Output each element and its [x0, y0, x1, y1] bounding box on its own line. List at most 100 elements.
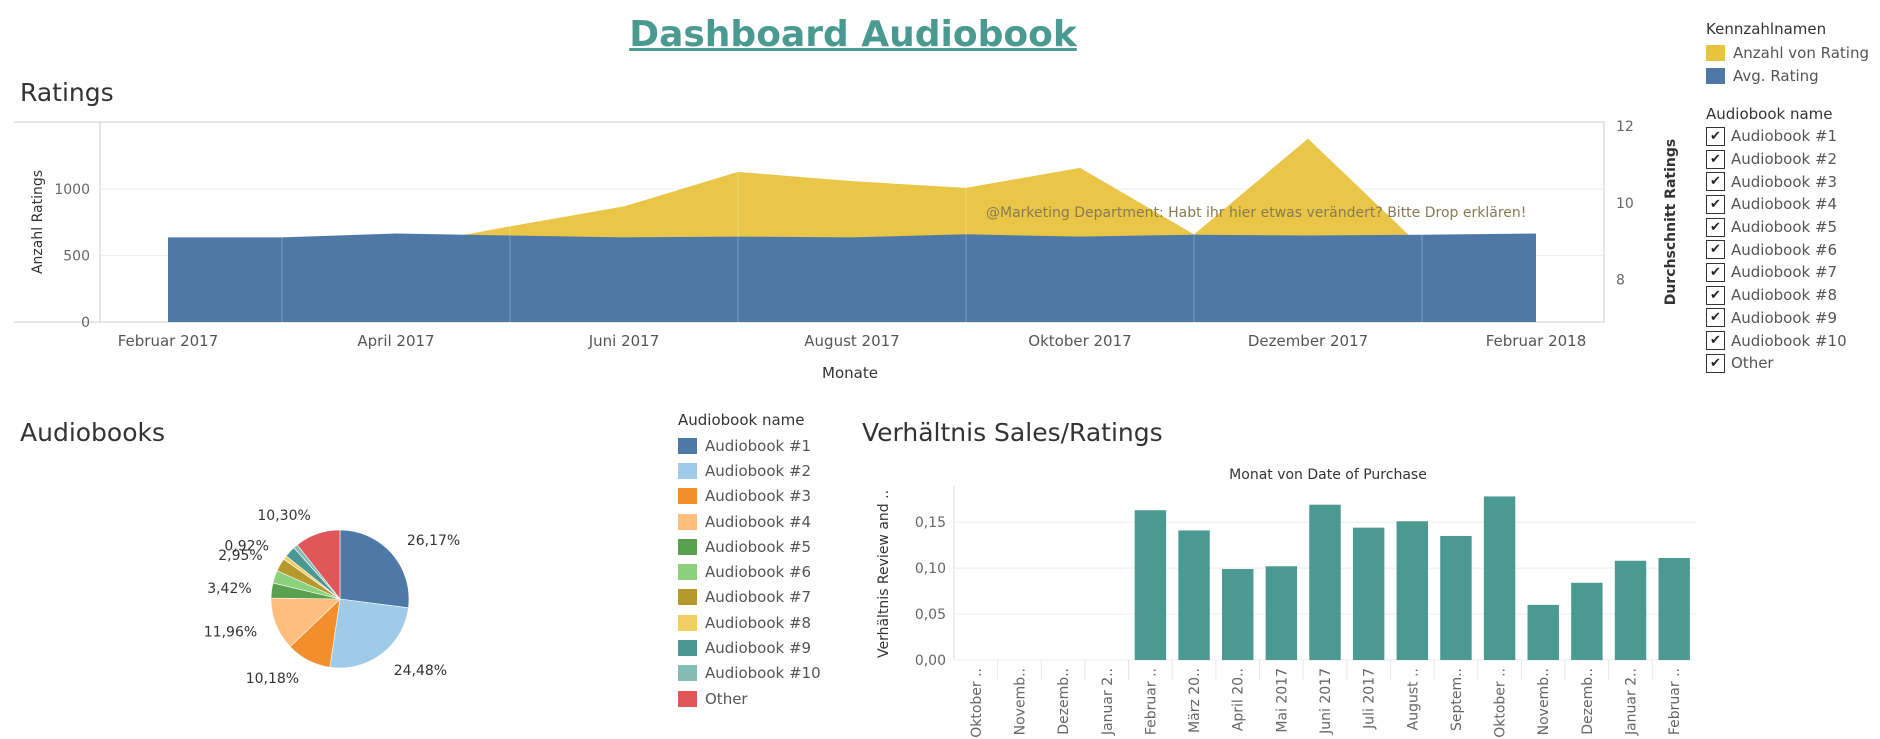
- x-tick-label: April 2017: [357, 332, 434, 350]
- x-tick-label: Februar ..: [1143, 668, 1159, 735]
- y-tick-label: 500: [63, 249, 90, 265]
- filter-checkbox[interactable]: ✔: [1706, 308, 1725, 328]
- filter-checkbox[interactable]: ✔: [1706, 353, 1725, 373]
- audiobooks-pie-chart[interactable]: 26,17% 24,48% 10,18% 11,96% 3,42% 2,95%0,92% 1…: [200, 500, 500, 700]
- bar[interactable]: [1178, 530, 1210, 660]
- filter-item-label: Audiobook #2: [1731, 150, 1838, 169]
- filter-checkbox[interactable]: ✔: [1706, 217, 1725, 237]
- check-icon: ✔: [1710, 287, 1721, 303]
- filter-item-label: Audiobook #10: [1731, 331, 1847, 350]
- bar[interactable]: [1265, 566, 1298, 660]
- filter-item[interactable]: ✔ Audiobook #2: [1706, 148, 1876, 171]
- ratings-area-chart[interactable]: 0 500 1000 8 10 12 @Marketing Department: Habt…: [0, 110, 1700, 390]
- filter-checkbox[interactable]: ✔: [1706, 172, 1725, 192]
- filter-item-label: Audiobook #6: [1731, 240, 1838, 259]
- pie-legend-item[interactable]: Audiobook #8: [678, 610, 858, 635]
- filter-checkbox[interactable]: ✔: [1706, 285, 1725, 305]
- pie-legend-label: Other: [705, 689, 748, 708]
- bar[interactable]: [1440, 535, 1472, 660]
- x-tick-label: April 20..: [1231, 668, 1247, 731]
- filter-checkbox[interactable]: ✔: [1706, 149, 1725, 169]
- filter-item[interactable]: ✔ Audiobook #7: [1706, 261, 1876, 284]
- pie-legend-label: Audiobook #7: [705, 588, 812, 607]
- measure-legend-item[interactable]: Avg. Rating: [1706, 64, 1876, 87]
- pie-slice-label: 3,42%: [207, 581, 251, 597]
- filter-item-label: Audiobook #3: [1731, 172, 1838, 191]
- legend-swatch: [1706, 44, 1725, 61]
- ratio-bar-chart[interactable]: Monat von Date of Purchase 0,00 0,05 0,10 0,…: [862, 460, 1702, 739]
- measure-legend-item[interactable]: Anzahl von Rating: [1706, 41, 1876, 64]
- filter-item[interactable]: ✔ Other: [1706, 352, 1876, 375]
- check-icon: ✔: [1710, 151, 1721, 167]
- filter-item[interactable]: ✔ Audiobook #4: [1706, 193, 1876, 216]
- pie-legend-label: Audiobook #4: [705, 512, 812, 531]
- y-tick-label: 0,15: [915, 515, 946, 531]
- x-tick-label: Dezemb..: [1056, 668, 1072, 735]
- check-icon: ✔: [1710, 355, 1721, 371]
- filter-checkbox[interactable]: ✔: [1706, 194, 1725, 214]
- pie-slice[interactable]: [339, 529, 410, 609]
- x-tick-label: Juni 2017: [1318, 668, 1334, 735]
- pie-legend-item[interactable]: Audiobook #2: [678, 458, 858, 483]
- dashboard-title[interactable]: Dashboard Audiobook: [629, 14, 1077, 55]
- x-axis-title: Monate: [822, 364, 878, 382]
- y2-axis-title: Durchschnitt Ratings: [1663, 139, 1679, 305]
- pie-legend-item[interactable]: Audiobook #4: [678, 509, 858, 534]
- filter-item[interactable]: ✔ Audiobook #10: [1706, 329, 1876, 352]
- filter-checkbox[interactable]: ✔: [1706, 262, 1725, 282]
- x-tick-label: August ..: [1405, 668, 1421, 730]
- ratio-title: Verhältnis Sales/Ratings: [862, 418, 1163, 447]
- legend-swatch: [678, 589, 697, 606]
- filter-item[interactable]: ✔ Audiobook #8: [1706, 284, 1876, 307]
- filter-item[interactable]: ✔ Audiobook #3: [1706, 170, 1876, 193]
- check-icon: ✔: [1710, 333, 1721, 349]
- pie-legend-item[interactable]: Audiobook #1: [678, 433, 858, 458]
- check-icon: ✔: [1710, 174, 1721, 190]
- pie-legend-item[interactable]: Audiobook #10: [678, 661, 858, 686]
- x-tick-label: Juli 2017: [1362, 668, 1378, 730]
- bar[interactable]: [1309, 504, 1341, 660]
- filter-item-label: Audiobook #5: [1731, 218, 1838, 237]
- bar[interactable]: [1483, 496, 1516, 660]
- measure-legend-label: Anzahl von Rating: [1733, 43, 1869, 62]
- pie-legend-item[interactable]: Audiobook #7: [678, 585, 858, 610]
- check-icon: ✔: [1710, 196, 1721, 212]
- x-tick-label: Februar ..: [1667, 668, 1683, 735]
- bar[interactable]: [1571, 582, 1603, 660]
- legend-swatch: [678, 614, 697, 631]
- pie-legend-item[interactable]: Audiobook #3: [678, 484, 858, 509]
- bar[interactable]: [1134, 510, 1167, 660]
- check-icon: ✔: [1710, 219, 1721, 235]
- x-tick-label: Novemb..: [1536, 668, 1552, 735]
- pie-legend-item[interactable]: Audiobook #9: [678, 635, 858, 660]
- audiobook-filter[interactable]: Audiobook name ✔ Audiobook #1 ✔ Audiobook #…: [1706, 105, 1876, 375]
- filter-checkbox[interactable]: ✔: [1706, 240, 1725, 260]
- pie-legend-label: Audiobook #5: [705, 537, 812, 556]
- measure-legend-title: Kennzahlnamen: [1706, 20, 1827, 38]
- pie-slice[interactable]: [296, 529, 341, 600]
- series-avg-rating-area[interactable]: [168, 233, 1536, 322]
- bar[interactable]: [1527, 604, 1559, 660]
- bar[interactable]: [1396, 521, 1429, 660]
- pie-legend-item[interactable]: Audiobook #6: [678, 559, 858, 584]
- filter-checkbox[interactable]: ✔: [1706, 331, 1725, 351]
- bar[interactable]: [1352, 527, 1385, 660]
- legend-swatch: [1706, 67, 1725, 84]
- y-tick-label: 0,05: [915, 607, 946, 623]
- pie-slice-label: 0,92%: [224, 538, 268, 554]
- filter-item[interactable]: ✔ Audiobook #5: [1706, 216, 1876, 239]
- filter-item[interactable]: ✔ Audiobook #1: [1706, 125, 1876, 148]
- pie-legend-label: Audiobook #6: [705, 563, 812, 582]
- x-tick-label: Februar 2017: [118, 332, 219, 350]
- legend-swatch: [678, 538, 697, 555]
- pie-slice[interactable]: [329, 598, 409, 669]
- filter-item[interactable]: ✔ Audiobook #6: [1706, 238, 1876, 261]
- bar[interactable]: [1221, 569, 1254, 660]
- pie-legend-item[interactable]: Audiobook #5: [678, 534, 858, 559]
- filter-checkbox[interactable]: ✔: [1706, 126, 1725, 146]
- bar[interactable]: [1658, 558, 1690, 660]
- check-icon: ✔: [1710, 310, 1721, 326]
- pie-legend-item[interactable]: Other: [678, 686, 858, 711]
- filter-item[interactable]: ✔ Audiobook #9: [1706, 307, 1876, 330]
- bar[interactable]: [1614, 560, 1647, 660]
